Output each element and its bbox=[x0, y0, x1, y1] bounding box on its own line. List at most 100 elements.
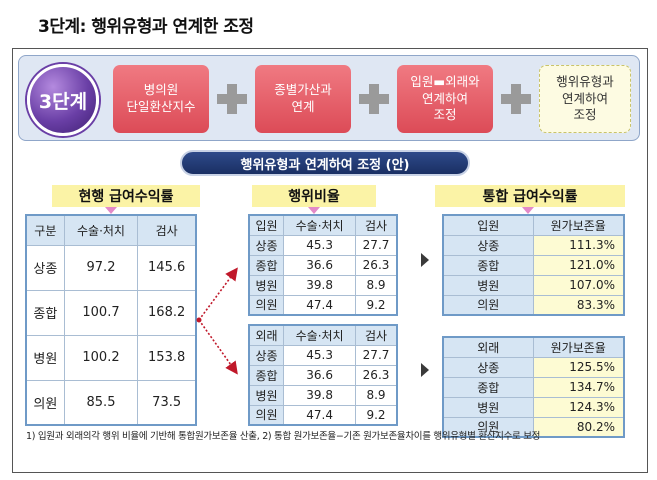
table-header-cell: 외래 bbox=[248, 324, 285, 346]
arrow-right-icon bbox=[421, 253, 429, 267]
row-label: 상종 bbox=[442, 234, 534, 256]
table-cell: 125.5% bbox=[532, 356, 625, 378]
row-label: 병원 bbox=[442, 274, 534, 296]
row-label: 의원 bbox=[248, 294, 285, 316]
table-header-cell: 입원 bbox=[442, 214, 534, 236]
table-header-cell: 구분 bbox=[25, 214, 65, 246]
label-integrated-yield: 통합 급여수익률 bbox=[435, 185, 625, 207]
table-cell: 100.2 bbox=[63, 334, 139, 381]
table-cell: 85.5 bbox=[63, 379, 139, 426]
row-label: 병원 bbox=[25, 334, 65, 381]
table-cell: 97.2 bbox=[63, 244, 139, 291]
plus-icon bbox=[357, 82, 391, 116]
table-cell: 80.2% bbox=[532, 416, 625, 438]
table-row: 종합 134.7% bbox=[442, 376, 625, 398]
table-cell: 168.2 bbox=[137, 289, 197, 336]
table-header-row: 입원 원가보존율 bbox=[442, 214, 625, 236]
table-cell: 36.6 bbox=[283, 364, 357, 386]
table-header-cell: 입원 bbox=[248, 214, 285, 236]
table-cell: 26.3 bbox=[355, 254, 398, 276]
table-cell: 145.6 bbox=[137, 244, 197, 291]
table-header-row: 외래 수술·처치 검사 bbox=[248, 324, 398, 346]
pointer-triangle-icon bbox=[105, 207, 117, 214]
current-yield-table: 구분 수술·처치 검사 상종 97.2 145.6 종합 100.7 168.2… bbox=[25, 214, 197, 426]
table-header-cell: 수술·처치 bbox=[283, 214, 357, 236]
table-header-cell: 검사 bbox=[355, 324, 398, 346]
table-cell: 27.7 bbox=[355, 234, 398, 256]
arrow-right-icon bbox=[421, 363, 429, 377]
table-row: 종합 36.6 26.3 bbox=[248, 364, 398, 386]
row-label: 종합 bbox=[442, 376, 534, 398]
row-label: 종합 bbox=[248, 364, 285, 386]
row-label: 의원 bbox=[248, 404, 285, 426]
table-header-cell: 수술·처치 bbox=[283, 324, 357, 346]
inpatient-result-table: 입원 원가보존율 상종 111.3% 종합 121.0% 병원 107.0% 의… bbox=[442, 214, 625, 316]
table-cell: 111.3% bbox=[532, 234, 625, 256]
table-cell: 26.3 bbox=[355, 364, 398, 386]
table-cell: 39.8 bbox=[283, 384, 357, 406]
row-label: 종합 bbox=[25, 289, 65, 336]
table-row: 상종 45.3 27.7 bbox=[248, 344, 398, 366]
proposal-pill: 행위유형과 연계하여 조정 (안) bbox=[180, 150, 470, 176]
outpatient-ratio-table: 외래 수술·처치 검사 상종 45.3 27.7 종합 36.6 26.3 병원… bbox=[248, 324, 398, 426]
table-row: 병원 124.3% bbox=[442, 396, 625, 418]
row-label: 상종 bbox=[248, 344, 285, 366]
footnote: 1) 입원과 외래의각 행위 비율에 기반해 통합원가보존율 산출, 2) 통합… bbox=[26, 431, 541, 442]
table-header-cell: 원가보존율 bbox=[532, 214, 625, 236]
step-badge: 3단계 bbox=[27, 64, 99, 136]
table-header-cell: 수술·처치 bbox=[63, 214, 139, 246]
row-label: 의원 bbox=[25, 379, 65, 426]
table-cell: 134.7% bbox=[532, 376, 625, 398]
table-cell: 9.2 bbox=[355, 404, 398, 426]
table-row: 의원 47.4 9.2 bbox=[248, 294, 398, 316]
table-cell: 107.0% bbox=[532, 274, 625, 296]
table-row: 상종 97.2 145.6 bbox=[25, 244, 197, 291]
row-label: 병원 bbox=[248, 384, 285, 406]
plus-icon bbox=[215, 82, 249, 116]
table-row: 병원 39.8 8.9 bbox=[248, 384, 398, 406]
row-label: 병원 bbox=[248, 274, 285, 296]
pointer-triangle-icon bbox=[308, 207, 320, 214]
row-label: 의원 bbox=[442, 294, 534, 316]
table-row: 의원 83.3% bbox=[442, 294, 625, 316]
table-header-row: 외래 원가보존율 bbox=[442, 336, 625, 358]
table-cell: 9.2 bbox=[355, 294, 398, 316]
table-header-cell: 외래 bbox=[442, 336, 534, 358]
table-cell: 39.8 bbox=[283, 274, 357, 296]
table-cell: 153.8 bbox=[137, 334, 197, 381]
table-header-row: 구분 수술·처치 검사 bbox=[25, 214, 197, 246]
table-cell: 47.4 bbox=[283, 294, 357, 316]
table-header-row: 입원 수술·처치 검사 bbox=[248, 214, 398, 236]
table-row: 병원 39.8 8.9 bbox=[248, 274, 398, 296]
table-cell: 83.3% bbox=[532, 294, 625, 316]
step-box-type-addition: 종별가산과 연계 bbox=[255, 65, 351, 133]
plus-icon bbox=[499, 82, 533, 116]
table-row: 상종 111.3% bbox=[442, 234, 625, 256]
table-row: 의원 85.5 73.5 bbox=[25, 379, 197, 426]
table-cell: 8.9 bbox=[355, 274, 398, 296]
row-label: 상종 bbox=[25, 244, 65, 291]
table-cell: 73.5 bbox=[137, 379, 197, 426]
table-row: 상종 45.3 27.7 bbox=[248, 234, 398, 256]
table-cell: 45.3 bbox=[283, 234, 357, 256]
label-procedure-ratio: 행위비율 bbox=[252, 185, 376, 207]
label-current-yield: 현행 급여수익률 bbox=[52, 185, 200, 207]
row-label: 상종 bbox=[248, 234, 285, 256]
row-label: 종합 bbox=[248, 254, 285, 276]
table-cell: 36.6 bbox=[283, 254, 357, 276]
row-label: 병원 bbox=[442, 396, 534, 418]
table-cell: 124.3% bbox=[532, 396, 625, 418]
step-banner: 3단계 병의원 단일환산지수 종별가산과 연계 입원▬외래와 연계하여 조정 행… bbox=[18, 55, 640, 141]
table-cell: 27.7 bbox=[355, 344, 398, 366]
content-frame bbox=[12, 48, 648, 473]
step-box-procedure-type: 행위유형과 연계하여 조정 bbox=[539, 65, 631, 133]
table-header-cell: 검사 bbox=[355, 214, 398, 236]
table-row: 종합 100.7 168.2 bbox=[25, 289, 197, 336]
table-cell: 8.9 bbox=[355, 384, 398, 406]
table-header-cell: 검사 bbox=[137, 214, 197, 246]
table-row: 종합 36.6 26.3 bbox=[248, 254, 398, 276]
outpatient-result-table: 외래 원가보존율 상종 125.5% 종합 134.7% 병원 124.3% 의… bbox=[442, 336, 625, 438]
step-box-inpatient-outpatient: 입원▬외래와 연계하여 조정 bbox=[397, 65, 493, 133]
pointer-triangle-icon bbox=[522, 207, 534, 214]
table-row: 상종 125.5% bbox=[442, 356, 625, 378]
